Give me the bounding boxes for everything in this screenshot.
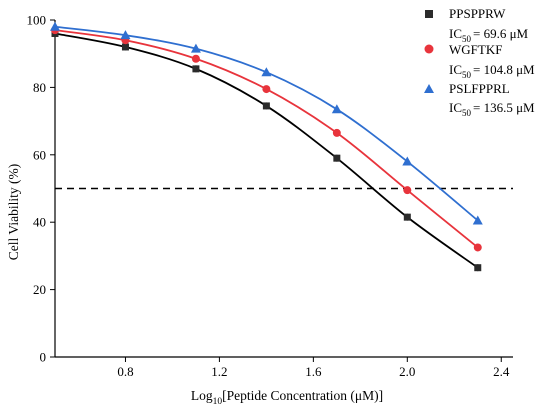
legend-series-name: WGFTKF (449, 42, 502, 57)
data-point (262, 85, 271, 94)
ic50-prefix: IC (449, 100, 462, 115)
y-tick-label: 40 (33, 215, 46, 230)
data-point (402, 156, 413, 166)
x-axis-title-prefix: Log (191, 388, 213, 403)
legend-marker-triangle (424, 84, 434, 93)
ic50-value: = 104.8 μM (473, 62, 535, 77)
x-axis-title-rest: [Peptide Concentration (μM)] (222, 388, 383, 403)
ic50-value: = 136.5 μM (473, 100, 535, 115)
fit-curve (54, 29, 479, 249)
legend-marker-square (425, 10, 433, 18)
x-tick-label: 0.8 (117, 364, 133, 379)
legend-ic50: IC50 = 104.8 μM (449, 62, 535, 80)
data-point (403, 213, 411, 221)
data-point (332, 128, 341, 137)
x-tick-label: 2.0 (399, 364, 415, 379)
data-point (472, 215, 483, 225)
legend-marker-circle (424, 44, 434, 54)
data-point (190, 43, 201, 53)
data-point (262, 102, 270, 110)
x-tick-label: 2.4 (493, 364, 510, 379)
ic50-value: = 69.6 μM (473, 26, 529, 41)
ic50-prefix: IC (449, 26, 462, 41)
legend-entry-pslfpprl: PSLFPPRL IC50 = 136.5 μM (424, 81, 535, 118)
ic50-subscript: 50 (462, 108, 472, 118)
data-point (120, 30, 131, 40)
y-tick-label: 20 (33, 282, 46, 297)
x-axis-title-subscript: 10 (213, 397, 223, 407)
legend-entry-wgftkf: WGFTKF IC50 = 104.8 μM (424, 42, 535, 80)
legend-series-name: PSLFPPRL (449, 81, 510, 96)
ic50-subscript: 50 (462, 70, 472, 80)
series-pslfpprl (50, 21, 483, 225)
data-point (474, 264, 482, 272)
ic50-subscript: 50 (462, 34, 472, 44)
x-axis-title: Log10[Peptide Concentration (μM)] (191, 388, 383, 407)
data-point (192, 65, 200, 73)
y-tick-label: 100 (27, 13, 47, 28)
y-axis-title: Cell Viability (%) (6, 164, 21, 260)
data-point (473, 243, 482, 252)
fit-curve (54, 25, 479, 222)
legend-entry-ppspprw: PPSPPRW IC50 = 69.6 μM (425, 6, 529, 44)
legend: PPSPPRW IC50 = 69.6 μM WGFTKF IC50 = 104.8… (424, 6, 535, 118)
series-wgftkf (51, 26, 482, 252)
x-tick-label: 1.6 (305, 364, 322, 379)
data-point (331, 104, 342, 114)
data-point (403, 186, 412, 195)
data-point (191, 54, 200, 63)
axes (54, 20, 513, 358)
legend-series-name: PPSPPRW (449, 6, 506, 21)
y-tick-label: 80 (33, 80, 46, 95)
data-point (121, 43, 129, 51)
data-point (333, 154, 341, 162)
data-point (261, 67, 272, 77)
y-tick-label: 0 (40, 350, 47, 365)
legend-ic50: IC50 = 136.5 μM (449, 100, 535, 118)
tick-layer: 0.8 1.2 1.6 2.0 2.4 0 20 40 60 80 100 (27, 13, 510, 380)
x-tick-label: 1.2 (211, 364, 227, 379)
y-tick-label: 60 (33, 147, 46, 162)
data-point (50, 21, 60, 31)
legend-ic50: IC50 = 69.6 μM (449, 26, 529, 44)
ic50-prefix: IC (449, 62, 462, 77)
series-ppspprw (51, 29, 482, 272)
series-layer (50, 21, 483, 272)
